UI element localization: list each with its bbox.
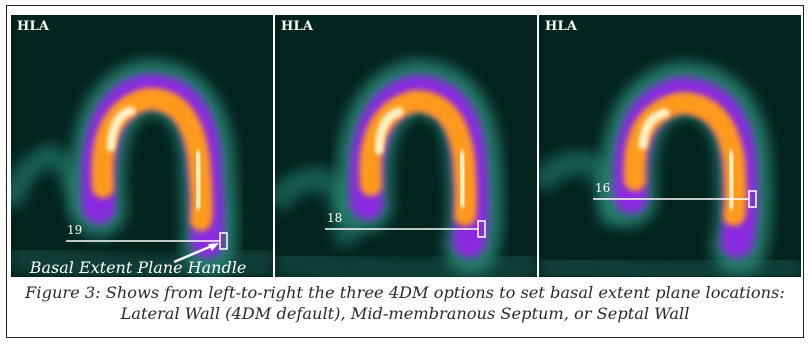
plane-handle[interactable] (219, 232, 228, 250)
handle-annotation: Basal Extent Plane Handle (29, 258, 247, 277)
caption-line-2: Lateral Wall (4DM default), Mid-membrano… (120, 304, 690, 323)
plane-value-label: 16 (595, 181, 610, 195)
view-label: HLA (17, 19, 50, 34)
hla-image: 16 (539, 15, 801, 277)
view-label: HLA (545, 19, 578, 34)
plane-handle[interactable] (477, 220, 486, 238)
view-label: HLA (281, 19, 314, 34)
hla-panel-mid-membranous-septum: 18 HLA (275, 15, 537, 277)
plane-value-label: 18 (327, 211, 342, 225)
hla-panel-septal-wall: 16 HLA (539, 15, 801, 277)
annotation-arrow (173, 243, 215, 264)
plane-value-label: 19 (67, 223, 82, 237)
figure-frame: 19 Basal Extent Plane Handle HLA 18 HLA (6, 5, 804, 338)
hla-panel-lateral-wall: 19 Basal Extent Plane Handle HLA (11, 15, 273, 277)
annotation-arrow-head (208, 243, 219, 251)
hla-image: 18 (275, 15, 537, 277)
hla-image: 19 Basal Extent Plane Handle (11, 15, 273, 277)
caption-line-1: Figure 3: Shows from left-to-right the t… (25, 283, 785, 302)
figure-caption: Figure 3: Shows from left-to-right the t… (7, 282, 803, 324)
plane-handle[interactable] (748, 190, 757, 208)
